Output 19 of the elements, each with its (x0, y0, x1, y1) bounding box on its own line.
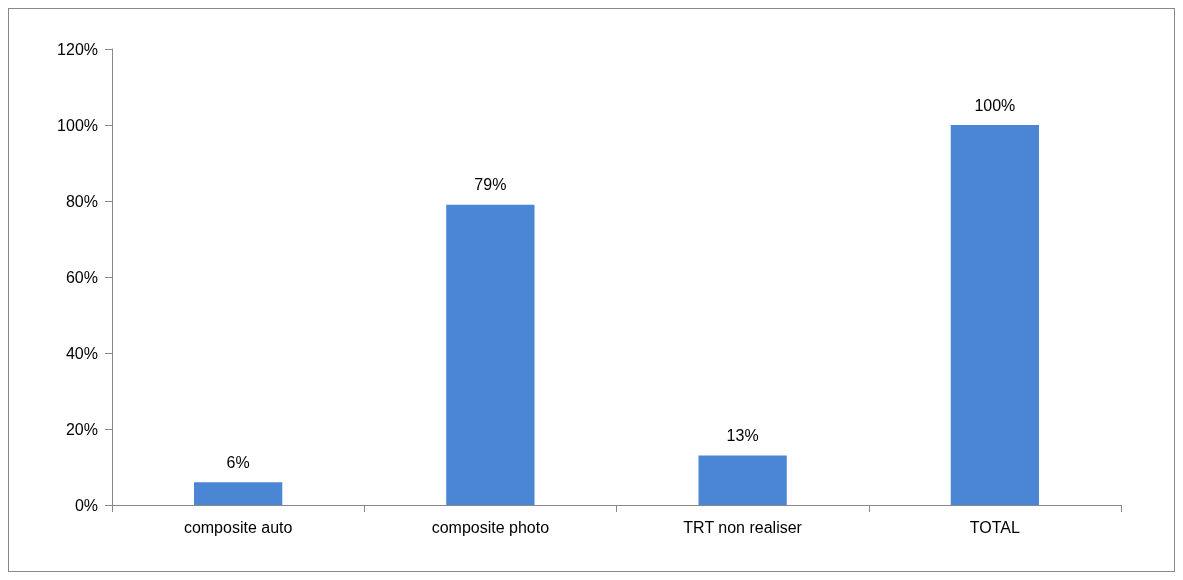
bar (950, 125, 1040, 505)
x-tick-label: TRT non realiser (683, 518, 803, 536)
data-label: 6% (226, 453, 250, 471)
y-tick-label: 80% (65, 192, 98, 210)
bar (193, 482, 283, 505)
y-tick-label: 100% (57, 116, 98, 134)
data-label: 13% (726, 427, 759, 445)
x-tick-label: composite photo (431, 518, 550, 536)
data-label: 79% (474, 176, 507, 194)
bar (446, 204, 535, 505)
y-tick-label: 0% (74, 496, 98, 514)
x-tick-label: TOTAL (969, 518, 1021, 536)
y-tick-label: 60% (65, 268, 98, 286)
y-tick-label: 120% (57, 40, 98, 58)
y-tick-label: 20% (65, 420, 98, 438)
data-label: 100% (974, 96, 1016, 114)
y-tick-label: 40% (65, 344, 98, 362)
bar (698, 455, 787, 505)
x-tick-label: composite auto (183, 518, 293, 536)
